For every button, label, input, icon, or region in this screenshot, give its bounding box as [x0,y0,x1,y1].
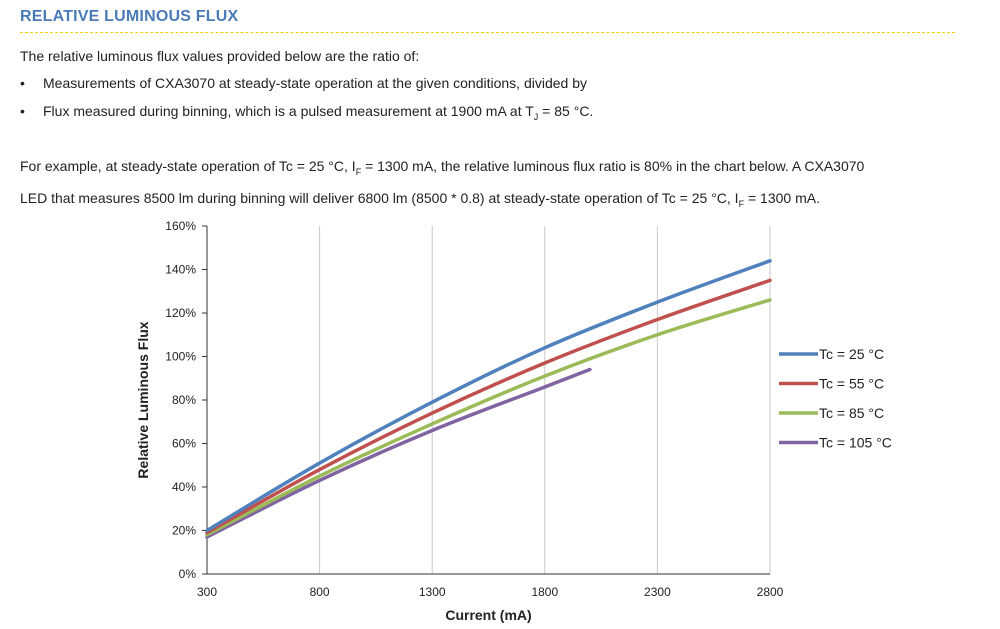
legend-label: Tc = 55 °C [819,376,884,392]
bullet-item: Flux measured during binning, which is a… [20,102,593,130]
series-line [205,259,772,533]
x-axis-label: Current (mA) [445,607,531,623]
x-tick-label: 2800 [757,585,784,599]
legend-label: Tc = 105 °C [819,435,892,451]
series-line [205,298,772,537]
y-tick-label: 140% [165,263,196,277]
y-tick-label: 0% [179,567,197,581]
x-tick-label: 1300 [419,585,446,599]
example-subscript: F [738,198,745,209]
legend-label: Tc = 85 °C [819,405,884,421]
heading-divider [20,32,955,33]
x-tick-label: 1800 [531,585,558,599]
example-text: = 1300 mA, the relative luminous flux ra… [361,158,865,174]
example-subscript: F [355,166,362,177]
x-tick-label: 800 [310,585,330,599]
x-tick-label: 300 [197,585,217,599]
series-line [205,278,772,535]
bullet-text: Flux measured during binning, which is a… [43,103,534,119]
bullet-text-end: = 85 °C. [538,103,594,119]
bullet-item: Measurements of CXA3070 at steady-state … [20,74,593,102]
example-line-2: LED that measures 8500 lm during binning… [20,185,980,217]
legend-label: Tc = 25 °C [819,346,884,362]
y-tick-label: 100% [165,350,196,364]
section-heading: RELATIVE LUMINOUS FLUX [20,8,239,25]
bullet-subscript: J [533,111,539,122]
y-axis-label: Relative Luminous Flux [135,321,151,478]
example-line-1: For example, at steady-state operation o… [20,153,980,185]
y-tick-label: 20% [172,524,196,538]
intro-text: The relative luminous flux values provid… [20,48,420,64]
example-paragraph: For example, at steady-state operation o… [20,153,980,217]
y-tick-label: 120% [165,306,196,320]
y-tick-label: 80% [172,393,196,407]
y-tick-label: 40% [172,480,196,494]
series-line [205,367,592,539]
example-text: LED that measures 8500 lm during binning… [20,189,739,206]
example-text: For example, at steady-state operation o… [20,158,356,174]
x-tick-label: 2300 [644,585,671,599]
bullet-list: Measurements of CXA3070 at steady-state … [20,74,593,130]
y-tick-label: 60% [172,437,196,451]
y-tick-label: 160% [165,219,196,233]
bullet-text: Measurements of CXA3070 at steady-state … [43,75,587,91]
example-text: = 1300 mA. [744,189,820,206]
